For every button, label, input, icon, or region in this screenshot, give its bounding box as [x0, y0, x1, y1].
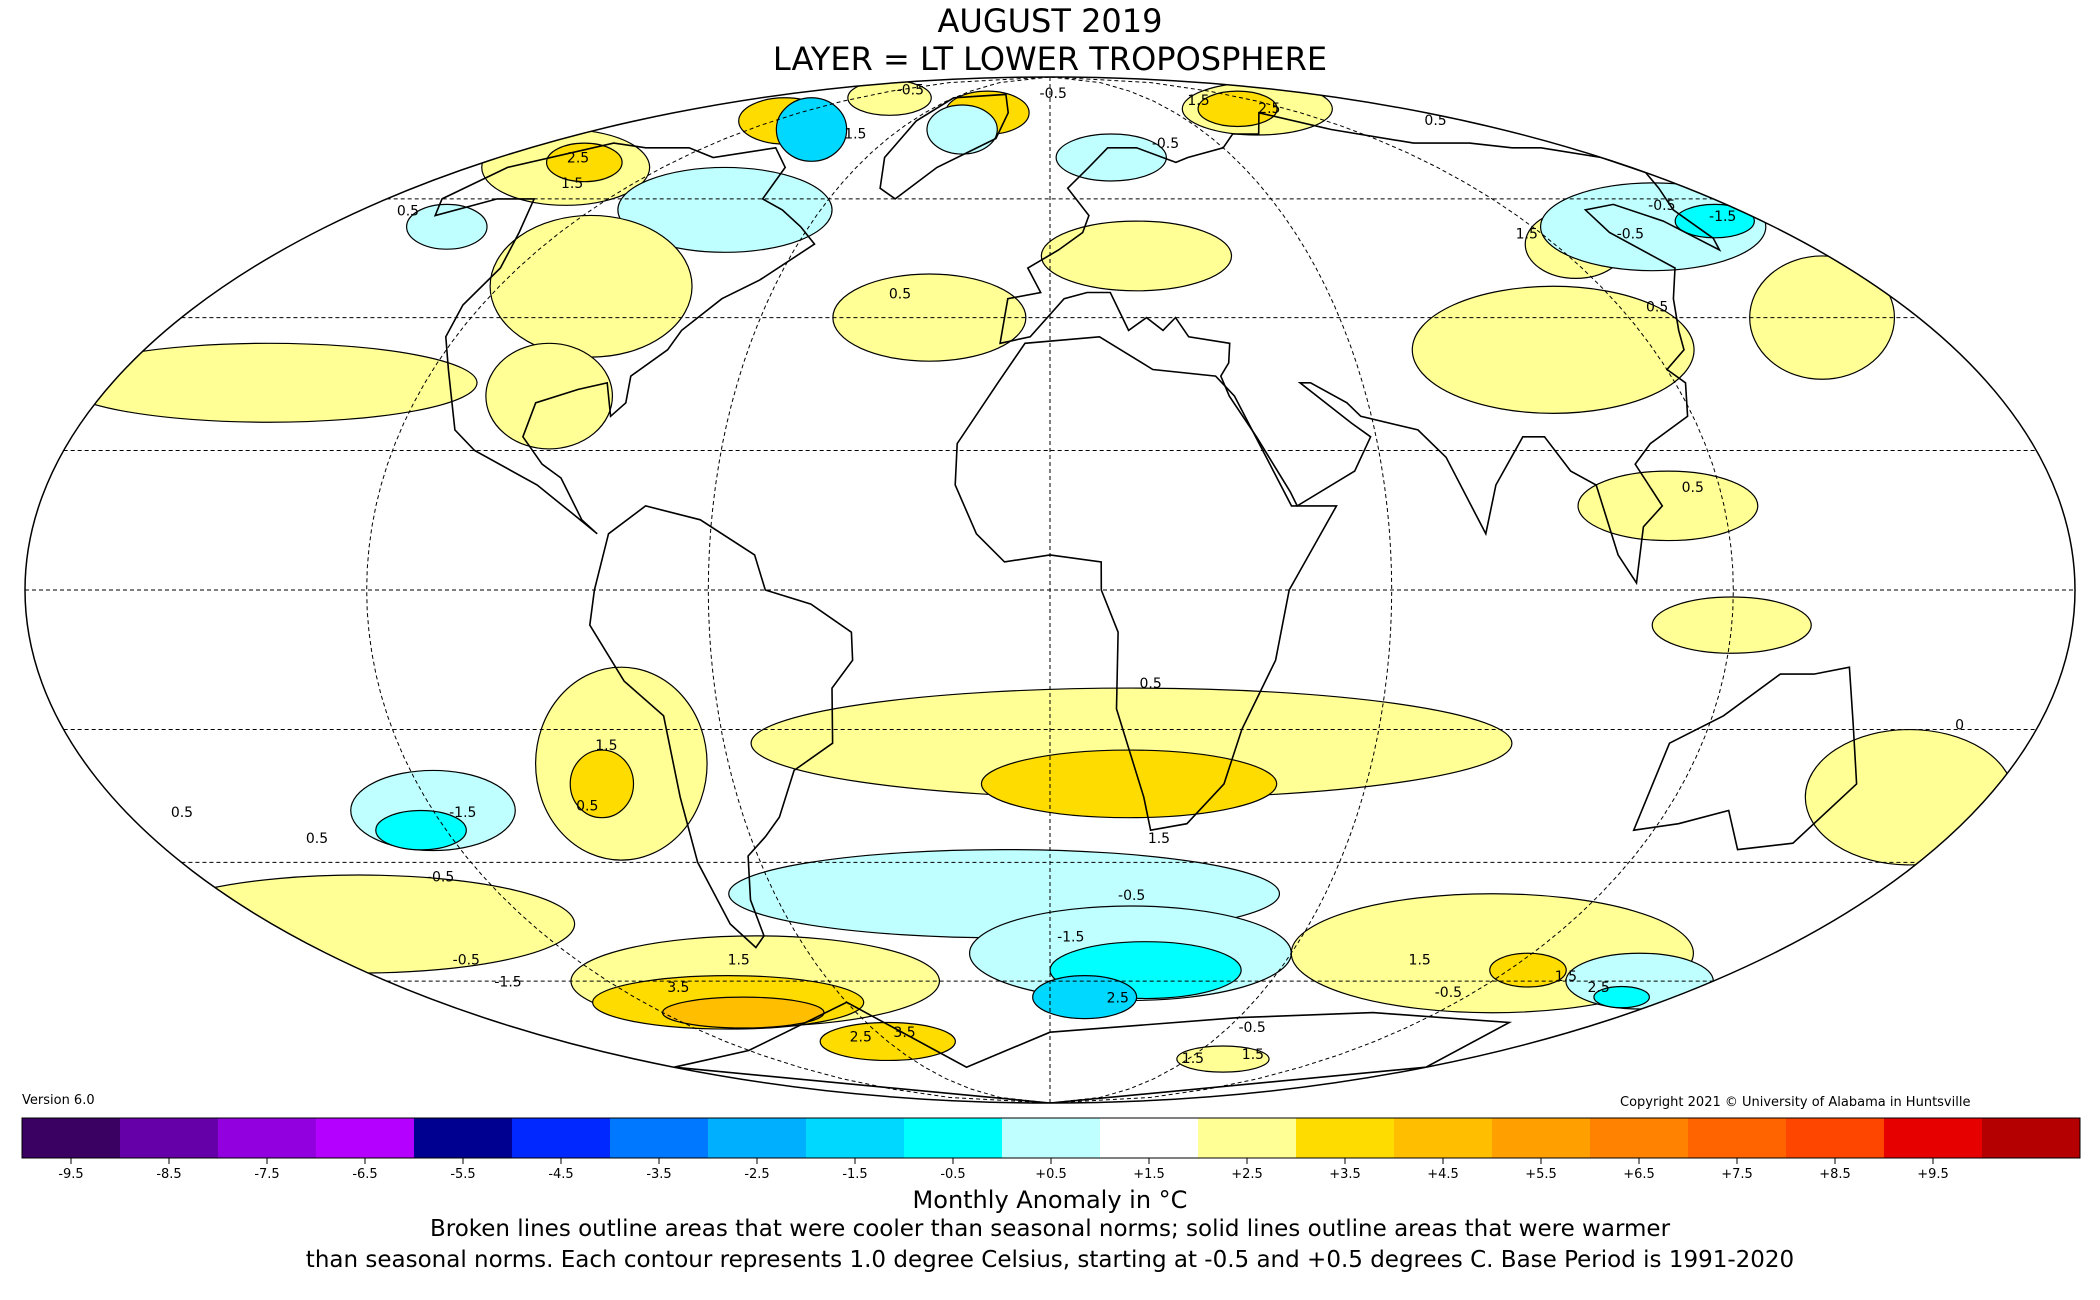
- contour-label: 1.5: [1516, 226, 1538, 242]
- contour-label: 1.5: [1409, 953, 1431, 969]
- anomaly-colorbar: -9.5 -8.5 -7.5 -6.5 -5.5 -4.5 -3.5 -2.5 -1.5 -0.5…: [21, 1117, 2081, 1182]
- contour-label: 0.5: [306, 831, 328, 847]
- colorbar-swatch: [1296, 1118, 1395, 1158]
- contour-label: 1.5: [595, 738, 617, 754]
- colorbar-tick-label: +8.5: [1819, 1167, 1851, 1182]
- colorbar-tick-label: +3.5: [1329, 1167, 1361, 1182]
- contour-label: -0.5: [1617, 226, 1644, 242]
- contour-label: -0.5: [453, 953, 480, 969]
- contour-label: 1.5: [1187, 93, 1209, 109]
- contour-label: 3.5: [667, 980, 689, 996]
- colorbar-swatch: [1198, 1118, 1297, 1158]
- contour-label: 1.5: [561, 176, 583, 192]
- contour-label: -0.5: [1118, 888, 1145, 904]
- colorbar-swatch: [218, 1118, 317, 1158]
- colorbar-swatch: [1982, 1118, 2081, 1158]
- colorbar-tick-label: +9.5: [1917, 1167, 1949, 1182]
- contour-label: 1.5: [844, 127, 866, 143]
- contour-label: -0.5: [1040, 86, 1067, 102]
- contour-label: 2.5: [1258, 101, 1280, 117]
- colorbar-tick-label: +5.5: [1525, 1167, 1557, 1182]
- colorbar-tick-label: -8.5: [156, 1167, 181, 1182]
- contour-label: -0.5: [1238, 1020, 1265, 1036]
- contour-label: 0: [1955, 718, 1964, 734]
- version-label: Version 6.0: [22, 1093, 95, 1108]
- colorbar-tick-label: -9.5: [58, 1167, 83, 1182]
- copyright-notice: Copyright 2021 © University of Alabama i…: [1620, 1095, 1971, 1110]
- colorbar-swatch: [708, 1118, 807, 1158]
- colorbar-tick-label: -7.5: [254, 1167, 279, 1182]
- colorbar-swatch: [1002, 1118, 1101, 1158]
- contour-label: -0.5: [1152, 136, 1179, 152]
- contour-label: 0.5: [171, 805, 193, 821]
- colorbar-tick-label: -4.5: [548, 1167, 573, 1182]
- colorbar-swatch: [120, 1118, 219, 1158]
- contour-label: -0.5: [897, 82, 924, 98]
- contour-label: 1.5: [1148, 831, 1170, 847]
- contour-label: 0.5: [576, 799, 598, 815]
- contour-label: 1.5: [728, 953, 750, 969]
- contour-labels: -0.51.5-0.5-0.51.5 2.50.52.51.50.50.51.5-…: [171, 82, 1964, 1067]
- colorbar-swatch: [904, 1118, 1003, 1158]
- contour-label: -1.5: [449, 805, 476, 821]
- contour-label: -0.5: [1648, 198, 1675, 214]
- world-anomaly-map: -0.51.5-0.5-0.51.5 2.50.52.51.50.50.51.5-…: [24, 76, 2076, 1104]
- contour-label: 2.5: [1588, 980, 1610, 996]
- contour-label: -1.5: [494, 975, 521, 991]
- colorbar-tick-label: -3.5: [646, 1167, 671, 1182]
- coastlines: [433, 93, 1858, 1103]
- colorbar-swatch: [1688, 1118, 1787, 1158]
- colorbar-tick-label: -6.5: [352, 1167, 377, 1182]
- caption-line-1: Broken lines outline areas that were coo…: [429, 1216, 1671, 1242]
- colorbar-tick-label: +4.5: [1427, 1167, 1459, 1182]
- colorbar-tick-label: +6.5: [1623, 1167, 1655, 1182]
- contour-label: 2.5: [850, 1029, 872, 1045]
- contour-label: 2.5: [1107, 990, 1129, 1006]
- colorbar-label: Monthly Anomaly in °C: [912, 1186, 1188, 1214]
- contour-label: 0.5: [889, 287, 911, 303]
- colorbar-tick-label: -0.5: [940, 1167, 965, 1182]
- colorbar-tick-label: -2.5: [744, 1167, 769, 1182]
- contour-label: 0.5: [1139, 676, 1161, 692]
- colorbar-swatch: [1884, 1118, 1983, 1158]
- colorbar-swatch: [316, 1118, 415, 1158]
- contour-label: 3.5: [893, 1025, 915, 1041]
- map-outline: [24, 76, 2076, 1104]
- colorbar-swatch: [414, 1118, 513, 1158]
- caption-line-2: than seasonal norms. Each contour repres…: [305, 1247, 1795, 1273]
- contour-label: 0.5: [1646, 299, 1668, 315]
- contour-label: -1.5: [1057, 930, 1084, 946]
- colorbar-tick-label: +1.5: [1133, 1167, 1165, 1182]
- contour-label: 1.5: [1555, 969, 1577, 985]
- colorbar-swatch: [806, 1118, 905, 1158]
- contour-label: -1.5: [1709, 209, 1736, 225]
- colorbar-swatch: [610, 1118, 709, 1158]
- colorbar-tick-label: -5.5: [450, 1167, 475, 1182]
- colorbar-swatch: [1492, 1118, 1591, 1158]
- contour-label: 0.5: [1424, 113, 1446, 129]
- colorbar-swatch: [1100, 1118, 1199, 1158]
- colorbar-swatch: [1786, 1118, 1885, 1158]
- contour-label: 1.5: [1242, 1047, 1264, 1063]
- contour-label: 0.5: [397, 203, 419, 219]
- map-title: AUGUST 2019: [937, 2, 1163, 40]
- contour-label: -0.5: [1435, 985, 1462, 1001]
- contour-label: 0.5: [1682, 480, 1704, 496]
- graticule-lines: [25, 77, 2075, 1103]
- colorbar-swatch: [1394, 1118, 1493, 1158]
- colorbar-swatch: [1590, 1118, 1689, 1158]
- contour-label: 1.5: [1182, 1051, 1204, 1067]
- colorbar-swatch: [512, 1118, 611, 1158]
- colorbar-tick-label: +2.5: [1231, 1167, 1263, 1182]
- contour-label: 2.5: [567, 150, 589, 166]
- colorbar-tick-label: +7.5: [1721, 1167, 1753, 1182]
- colorbar-swatch: [22, 1118, 121, 1158]
- map-subtitle: LAYER = LT LOWER TROPOSPHERE: [772, 40, 1328, 78]
- contour-label: -0.5: [427, 869, 454, 885]
- colorbar-tick-label: +0.5: [1035, 1167, 1067, 1182]
- colorbar-tick-label: -1.5: [842, 1167, 867, 1182]
